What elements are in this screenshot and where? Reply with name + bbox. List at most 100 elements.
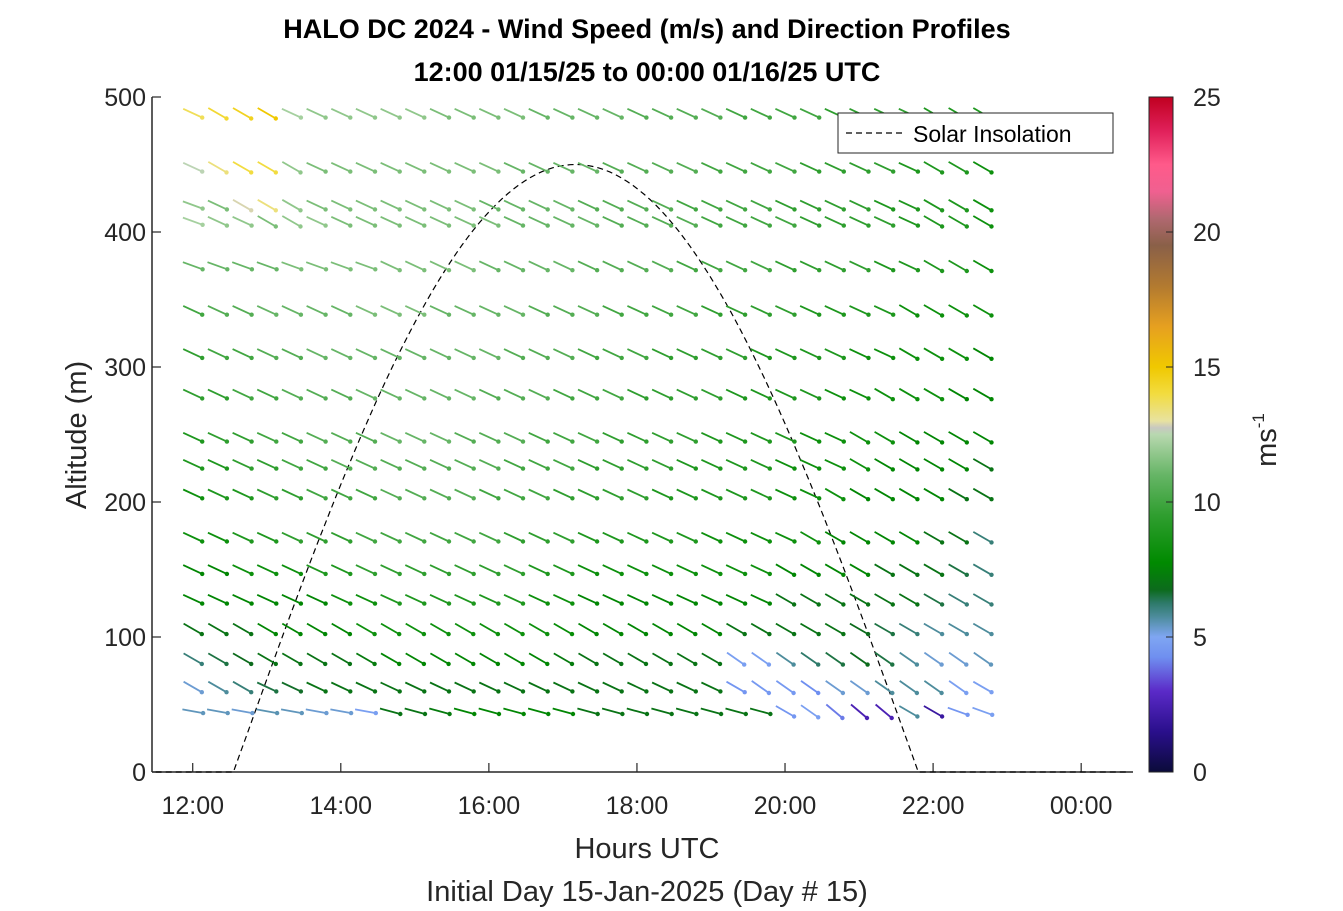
wind-barb-head — [520, 396, 526, 401]
wind-barb-head — [939, 662, 944, 667]
wind-barb-head — [864, 715, 870, 721]
wind-barb-shaft — [232, 161, 252, 174]
wind-barb-shaft — [478, 458, 499, 470]
wind-barb-shaft — [948, 622, 968, 635]
wind-barb-shaft — [775, 431, 795, 443]
wind-barb-shaft — [972, 199, 992, 212]
wind-barb-head — [347, 631, 353, 637]
wind-barb-head — [274, 267, 279, 272]
wind-barb-shaft — [330, 488, 351, 500]
wind-barb-head — [496, 115, 501, 120]
wind-barb-head — [718, 312, 723, 317]
wind-barb-shaft — [750, 107, 771, 119]
wind-barb-shaft — [577, 388, 598, 400]
wind-barb-head — [742, 571, 748, 577]
legend: Solar Insolation — [837, 112, 1114, 154]
wind-barb-shaft — [281, 458, 302, 470]
wind-barb-shaft — [750, 348, 771, 359]
wind-barb-head — [718, 601, 723, 606]
wind-barb-shaft — [355, 458, 376, 470]
wind-barb-head — [840, 662, 846, 667]
wind-barb-shaft — [280, 708, 302, 714]
wind-barb-shaft — [355, 622, 376, 635]
wind-barb-head — [373, 267, 378, 272]
wind-barb-shaft — [503, 107, 524, 119]
wind-barb-head — [964, 540, 969, 545]
wind-barb-head — [471, 396, 476, 401]
wind-barb-head — [471, 312, 476, 317]
wind-barb-shaft — [380, 348, 401, 359]
wind-barb-head — [890, 467, 895, 472]
y-tick-label: 500 — [104, 84, 146, 112]
wind-barb-head — [594, 601, 600, 606]
wind-barb-head — [570, 355, 575, 361]
wind-barb-shaft — [627, 431, 647, 443]
wind-barb-head — [915, 467, 920, 472]
wind-barb-shaft — [478, 564, 499, 575]
wind-barb-head — [224, 207, 230, 212]
wind-barb-shaft — [553, 388, 573, 400]
wind-barb-shaft — [553, 622, 573, 635]
wind-barb-shaft — [627, 531, 647, 543]
wind-barb-head — [372, 312, 378, 317]
wind-barb-shaft — [503, 622, 524, 635]
wind-barb-shaft — [750, 161, 771, 173]
wind-barb-head — [767, 466, 772, 471]
wind-barb-head — [915, 540, 920, 545]
wind-barb-shaft — [651, 593, 672, 605]
wind-barb-head — [496, 466, 501, 471]
wind-barb-shaft — [775, 705, 795, 718]
wind-barb-head — [866, 169, 871, 174]
wind-barb-shaft — [898, 622, 918, 635]
wind-barb-head — [742, 207, 748, 212]
wind-barb-shaft — [454, 107, 475, 119]
wind-barb-shaft — [676, 348, 697, 359]
wind-barb-shaft — [182, 458, 203, 470]
wind-barb-shaft — [725, 458, 746, 470]
wind-barb-head — [249, 439, 254, 444]
wind-barb-shaft — [429, 348, 450, 359]
wind-barb-shaft — [701, 348, 721, 359]
wind-barb-shaft — [627, 199, 647, 211]
wind-barb-head — [964, 170, 969, 175]
wind-barb-shaft — [676, 107, 697, 119]
wind-barb-head — [520, 355, 526, 361]
wind-barb-head — [865, 497, 871, 502]
wind-barb-head — [298, 689, 304, 694]
wind-barb-shaft — [923, 458, 943, 471]
wind-barb-shaft — [799, 431, 820, 443]
wind-barb-shaft — [799, 348, 820, 359]
wind-barb-shaft — [898, 593, 918, 606]
wind-barb-head — [545, 631, 550, 637]
wind-barb-shaft — [553, 431, 573, 443]
wind-barb-head — [865, 662, 870, 667]
wind-barb-head — [989, 631, 994, 637]
wind-barb-shaft — [478, 161, 499, 173]
wind-barb-shaft — [651, 431, 672, 443]
wind-barb-shaft — [429, 215, 450, 227]
wind-barb-head — [891, 355, 896, 361]
wind-barb-head — [200, 169, 205, 174]
wind-barb-shaft — [429, 388, 450, 400]
wind-barb-head — [496, 539, 501, 544]
wind-barb-head — [446, 223, 452, 228]
wind-barb-head — [348, 355, 353, 361]
wind-barb-shaft — [404, 215, 425, 227]
wind-barb-head — [891, 169, 896, 174]
wind-barb-head — [816, 690, 821, 696]
wind-barb-shaft — [478, 593, 499, 605]
wind-barb-head — [200, 571, 205, 577]
wind-barb-shaft — [355, 388, 376, 400]
wind-barb-head — [348, 710, 354, 716]
wind-barb-head — [890, 572, 895, 577]
wind-barb-shaft — [651, 388, 672, 400]
wind-barb-head — [249, 601, 254, 606]
wind-barb-head — [791, 631, 797, 637]
wind-barb-shaft — [331, 652, 351, 665]
wind-barb-head — [792, 396, 797, 401]
wind-barb-shaft — [849, 487, 869, 500]
wind-barb-shaft — [676, 593, 697, 605]
wind-barb-shaft — [256, 593, 277, 605]
wind-barb-shaft — [207, 531, 228, 543]
wind-barb-shaft — [503, 431, 524, 443]
